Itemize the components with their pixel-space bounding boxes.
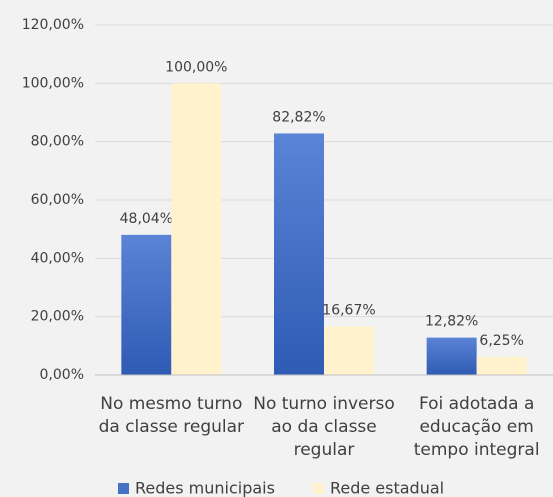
- data-label: 48,04%: [120, 211, 173, 227]
- x-tick-label: No mesmo turno da classe regular: [98, 394, 245, 437]
- x-tick-label: Foi adotada a educação em tempo integral: [413, 394, 540, 460]
- data-label: 100,00%: [165, 59, 227, 75]
- data-label: 82,82%: [272, 109, 325, 125]
- bar: [171, 83, 222, 375]
- y-tick-label: 0,00%: [40, 367, 84, 383]
- x-tick-label: No turno inverso ao da classe regular: [253, 394, 395, 460]
- bar: [274, 133, 324, 375]
- bar: [324, 326, 374, 375]
- y-tick-label: 120,00%: [22, 17, 84, 33]
- y-tick-label: 60,00%: [31, 192, 84, 208]
- data-label: 6,25%: [479, 333, 523, 349]
- legend-swatch: [312, 483, 324, 494]
- y-tick-label: 40,00%: [31, 250, 84, 266]
- legend-label: Redes municipais: [135, 479, 275, 497]
- bar: [426, 337, 477, 375]
- data-label: 16,67%: [322, 302, 375, 318]
- legend-label: Rede estadual: [330, 479, 444, 497]
- y-tick-label: 20,00%: [31, 309, 84, 325]
- y-tick-label: 100,00%: [22, 75, 84, 91]
- data-label: 12,82%: [425, 314, 478, 330]
- y-tick-label: 80,00%: [31, 134, 84, 150]
- bar: [476, 356, 527, 375]
- legend-swatch: [118, 483, 129, 494]
- bar: [121, 234, 172, 375]
